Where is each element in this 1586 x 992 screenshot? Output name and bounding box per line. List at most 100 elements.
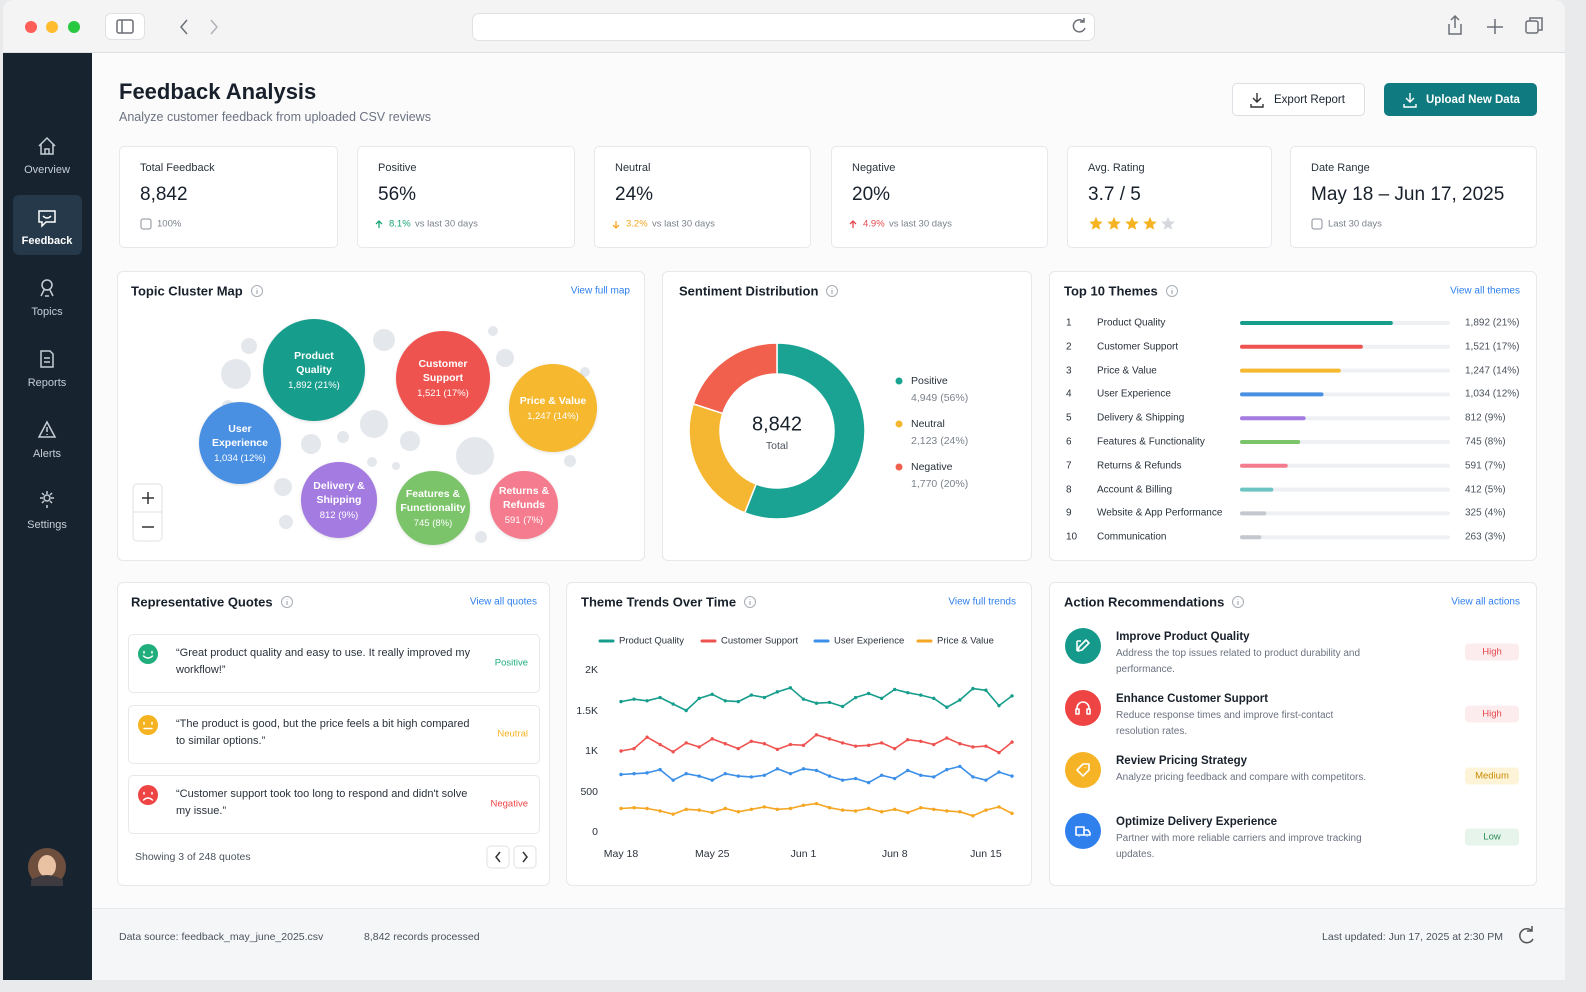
active-nav — [13, 195, 82, 255]
bubble[interactable]: Returns & Refunds 591 (7%) — [490, 471, 558, 539]
bubble[interactable]: Price & Value 1,247 (14%) — [509, 364, 597, 452]
trend-point — [697, 774, 701, 778]
sidebar-toggle[interactable] — [105, 13, 145, 40]
minimize-dot[interactable] — [46, 21, 58, 33]
view-link[interactable]: View all actions — [1451, 596, 1520, 608]
bar-value: 325 (4%) — [1465, 507, 1506, 519]
toolbar-icons — [116, 14, 1543, 35]
avatar[interactable] — [28, 848, 66, 886]
trend-point — [658, 742, 662, 747]
rank: 2 — [1066, 341, 1072, 353]
zoom-controls[interactable] — [132, 483, 163, 542]
trend-point — [906, 737, 910, 742]
trend-point — [919, 773, 923, 777]
x-tick-label: Jun 15 — [970, 848, 1002, 860]
bubble[interactable]: User Experience 1,034 (12%) — [199, 402, 281, 484]
rating-star — [1107, 216, 1121, 230]
trend-point — [893, 807, 897, 812]
legend-value: 2,123 (24%) — [911, 435, 969, 447]
panel-title: Topic Cluster Map — [131, 283, 243, 299]
trend-point — [788, 806, 793, 811]
trend-point — [723, 699, 727, 703]
trend-point — [958, 764, 962, 769]
bubble[interactable]: Delivery & Shipping 812 (9%) — [301, 462, 377, 538]
button-label[interactable]: Upload New Data — [1426, 94, 1520, 106]
bubble[interactable]: Features & Functionality 745 (8%) — [396, 471, 470, 545]
trend-point — [788, 686, 793, 690]
trend-point — [801, 697, 806, 701]
quote-text: “Customer support took too long to respo… — [176, 788, 468, 817]
rating-star — [1089, 216, 1103, 230]
nav-label[interactable]: Feedback — [21, 235, 73, 247]
legend-label: Positive — [911, 375, 948, 387]
bar-track — [1240, 487, 1450, 492]
trend-point — [710, 692, 714, 696]
trend-point — [710, 737, 714, 741]
legend-value: 1,770 (20%) — [911, 478, 969, 490]
theme-name: Customer Support — [1097, 341, 1179, 353]
trend-point — [945, 809, 949, 813]
upload-icon — [1403, 93, 1417, 108]
address-bar[interactable] — [472, 13, 1095, 41]
view-link[interactable]: View full map — [570, 285, 630, 297]
nav-label[interactable]: Reports — [27, 377, 67, 389]
trend-point — [958, 810, 962, 814]
trend-point — [958, 698, 962, 702]
view-link[interactable]: View all themes — [1450, 285, 1520, 297]
trend-point — [814, 768, 819, 773]
trend-point — [684, 807, 688, 812]
button-label[interactable]: Export Report — [1274, 94, 1345, 106]
view-link[interactable]: View all quotes — [469, 596, 537, 608]
trend-point — [840, 778, 845, 782]
trend-point — [879, 741, 884, 745]
trend-point — [997, 805, 1001, 809]
pagination[interactable] — [486, 845, 537, 869]
rank: 1 — [1066, 317, 1072, 329]
info-circle — [281, 596, 293, 608]
bar — [1240, 368, 1341, 373]
legend-label: User Experience — [834, 635, 905, 647]
trend-point — [697, 696, 701, 701]
nav-label[interactable]: Alerts — [32, 448, 62, 460]
trend-point — [997, 703, 1001, 708]
theme-name: Price & Value — [1097, 365, 1157, 377]
theme-name: Product Quality — [1097, 317, 1166, 329]
nav-icon — [40, 350, 54, 368]
zoom-dot[interactable] — [68, 21, 80, 33]
donut-slice — [692, 342, 778, 415]
view-link[interactable]: View full trends — [948, 596, 1016, 608]
trend-point — [827, 806, 832, 810]
bubble[interactable]: Customer Support 1,521 (17%) — [395, 330, 491, 426]
x-tick-label: Jun 1 — [790, 848, 817, 860]
trend-point — [997, 750, 1001, 755]
nav-label[interactable]: Overview — [24, 164, 70, 176]
face-features — [142, 650, 154, 659]
trend-point — [684, 708, 688, 713]
trend-point — [788, 742, 793, 747]
y-tick-label: 1.5K — [576, 704, 598, 717]
priority-pill: Low — [1465, 828, 1519, 846]
trend-point — [814, 733, 819, 737]
trend-arrow — [612, 221, 620, 229]
nav-icon — [38, 210, 56, 228]
trend-point — [645, 699, 649, 703]
trend-point — [919, 806, 923, 810]
refresh-icon[interactable] — [1519, 926, 1534, 944]
trend-point — [893, 687, 897, 692]
trend-point — [945, 705, 949, 709]
trend-point — [775, 690, 780, 694]
bubble-value: 591 (7%) — [504, 514, 544, 526]
bar-value: 263 (3%) — [1465, 531, 1506, 543]
nav-label[interactable]: Topics — [31, 306, 63, 318]
kpi-card — [119, 146, 338, 248]
page-title: Feedback Analysis — [119, 79, 317, 104]
trend-point — [736, 746, 740, 751]
bubble[interactable]: Product Quality 1,892 (21%) — [262, 318, 366, 422]
trend-point — [984, 808, 988, 812]
status-footer — [92, 908, 1565, 980]
y-tick-label: 1K — [585, 745, 598, 757]
quote-card — [128, 705, 540, 764]
nav-label[interactable]: Settings — [27, 519, 67, 531]
trend-point — [879, 810, 884, 814]
close-dot[interactable] — [25, 21, 37, 33]
